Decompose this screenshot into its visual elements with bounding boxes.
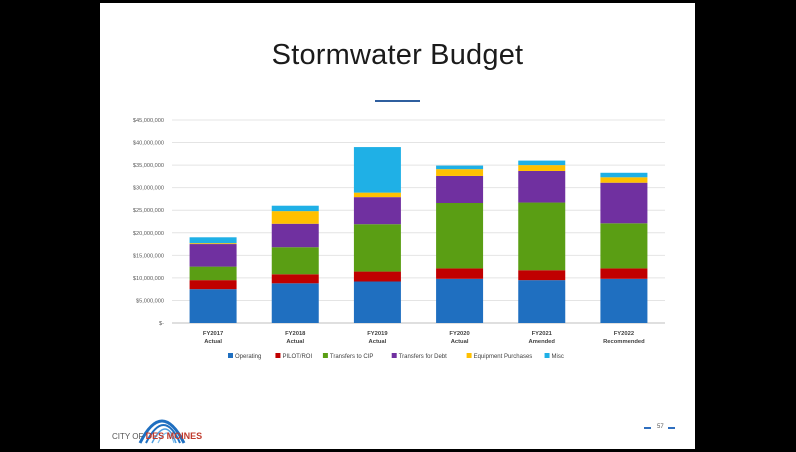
bar-segment-misc — [436, 165, 484, 170]
bar-segment-transfers-for-debt — [189, 244, 237, 267]
x-tick-label: FY2020 — [449, 331, 469, 337]
bar-segment-equipment-purchases — [600, 177, 648, 183]
bar-segment-operating — [436, 278, 484, 323]
legend-swatch — [275, 353, 281, 358]
bar-segment-pilot-roi — [518, 270, 566, 281]
bar-segment-transfers-to-cip — [353, 224, 401, 272]
legend-swatch — [466, 353, 472, 358]
y-tick-label: $20,000,000 — [133, 231, 164, 237]
page-number: 57 — [657, 424, 664, 430]
page-dash-left — [644, 427, 651, 429]
logo-text: CITY OF DES MOINES — [112, 431, 202, 441]
legend-label: Transfers to CIP — [330, 354, 373, 360]
bar-segment-transfers-to-cip — [436, 203, 484, 269]
title-underline — [375, 100, 420, 102]
bar-segment-operating — [353, 281, 401, 323]
bar-segment-transfers-to-cip — [600, 223, 648, 269]
bar-segment-transfers-for-debt — [353, 197, 401, 225]
x-tick-label: FY2021 — [532, 331, 553, 337]
bar-segment-transfers-for-debt — [271, 223, 319, 248]
slide: Stormwater Budget $- $5,000,000 $10,000,00… — [100, 3, 695, 449]
bar-segment-misc — [353, 147, 401, 193]
bar-segment-pilot-roi — [436, 268, 484, 279]
legend-label: PILOT/ROI — [282, 354, 312, 360]
legend-swatch — [322, 353, 328, 358]
legend-label: Misc — [552, 354, 564, 360]
x-tick-label: FY2022 — [614, 331, 634, 337]
slide-title: Stormwater Budget — [271, 39, 524, 71]
bar-segment-misc — [600, 172, 648, 178]
x-tick-sublabel: Actual — [369, 339, 387, 345]
bar-segment-transfers-for-debt — [436, 175, 484, 204]
logo-prefix: CITY OF — [112, 432, 144, 441]
bar-segment-transfers-to-cip — [518, 202, 566, 271]
bar-segment-equipment-purchases — [353, 192, 401, 198]
bar-segment-equipment-purchases — [189, 243, 237, 245]
bar-segment-misc — [518, 160, 566, 166]
y-tick-label: $30,000,000 — [133, 186, 164, 192]
x-tick-sublabel: Actual — [204, 339, 222, 345]
bar-segment-equipment-purchases — [518, 165, 566, 171]
bar-segment-pilot-roi — [271, 274, 319, 284]
bar-segment-pilot-roi — [353, 271, 401, 282]
x-tick-sublabel: Actual — [286, 339, 304, 345]
bar-segment-misc — [271, 205, 319, 212]
y-tick-label: $5,000,000 — [136, 298, 164, 304]
x-tick-label: FY2018 — [285, 331, 306, 337]
y-tick-label: $15,000,000 — [133, 253, 164, 259]
y-tick-label: $- — [159, 321, 164, 327]
logo-name: DES MOINES — [145, 431, 203, 441]
bar-segment-transfers-for-debt — [518, 170, 566, 203]
legend-swatch — [391, 353, 397, 358]
legend-label: Equipment Purchases — [474, 354, 533, 360]
stacked-bar-chart: $- $5,000,000 $10,000,000 $15,000,000 $20,00… — [133, 118, 665, 360]
des-moines-logo-icon — [138, 419, 186, 444]
bar-segment-equipment-purchases — [436, 169, 484, 176]
bar-segment-operating — [600, 278, 648, 323]
x-tick-sublabel: Recommended — [603, 339, 645, 345]
y-tick-label: $25,000,000 — [133, 208, 164, 214]
bar-segment-misc — [189, 237, 237, 244]
x-tick-label: FY2019 — [367, 331, 388, 337]
legend-swatch — [228, 353, 233, 358]
bar-segment-transfers-to-cip — [189, 266, 237, 281]
legend-label: Operating — [235, 354, 261, 360]
legend-label: Transfers for Debt — [399, 354, 447, 360]
x-tick-sublabel: Amended — [529, 339, 556, 345]
bar-segment-pilot-roi — [189, 280, 237, 290]
bar-segment-transfers-for-debt — [600, 182, 648, 224]
bar-segment-pilot-roi — [600, 268, 648, 279]
y-tick-label: $45,000,000 — [133, 118, 164, 124]
bar-segment-equipment-purchases — [271, 211, 319, 224]
bar-segment-operating — [271, 283, 319, 323]
page-dash-right — [668, 427, 675, 429]
y-tick-label: $40,000,000 — [133, 141, 164, 147]
bar-segment-transfers-to-cip — [271, 247, 319, 275]
legend-swatch — [544, 353, 550, 358]
y-tick-label: $35,000,000 — [133, 163, 164, 169]
x-tick-sublabel: Actual — [451, 339, 469, 345]
x-tick-label: FY2017 — [203, 331, 223, 337]
bar-segment-operating — [189, 289, 237, 323]
y-tick-label: $10,000,000 — [133, 276, 164, 282]
bar-segment-operating — [518, 280, 566, 323]
